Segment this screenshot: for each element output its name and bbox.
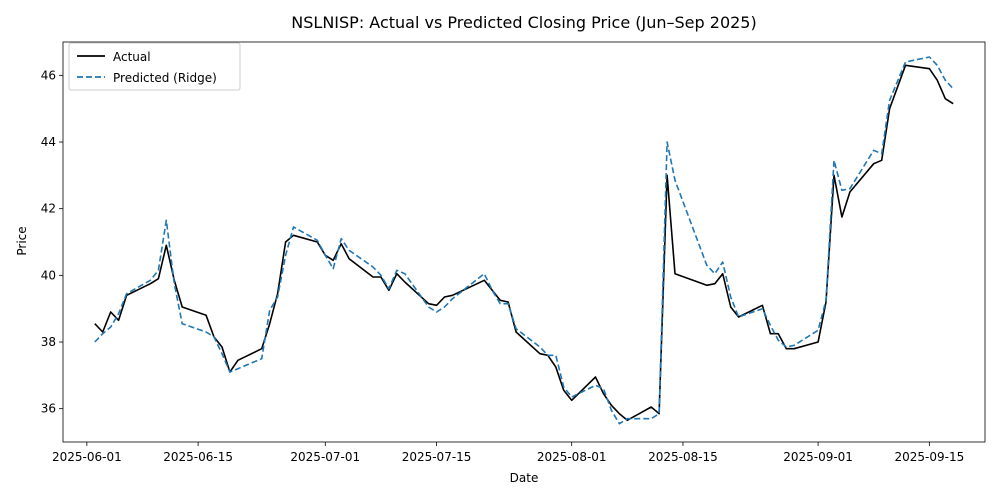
x-tick-label: 2025-09-15 <box>894 450 964 464</box>
legend-actual-label: Actual <box>113 50 151 64</box>
y-tick-label: 42 <box>41 202 56 216</box>
y-tick-label: 36 <box>41 402 56 416</box>
legend-box <box>68 42 241 91</box>
predicted-series-line <box>94 56 954 425</box>
actual-series-line <box>94 64 954 422</box>
legend: Actual Predicted (Ridge) <box>68 42 241 91</box>
series-layer <box>94 56 954 425</box>
x-tick-label: 2025-07-01 <box>290 450 360 464</box>
x-axis-label: Date <box>510 471 539 485</box>
legend-predicted-label: Predicted (Ridge) <box>113 71 217 85</box>
y-tick-label: 46 <box>41 68 56 82</box>
y-tick-label: 38 <box>41 335 56 349</box>
x-tick-label: 2025-07-15 <box>402 450 472 464</box>
y-tick-label: 40 <box>41 268 56 282</box>
x-axis: 2025-06-01 2025-06-15 2025-07-01 2025-07-15… <box>52 442 964 464</box>
y-axis: 36 38 40 42 44 46 <box>41 68 63 416</box>
chart-title: NSLNISP: Actual vs Predicted Closing Pri… <box>291 13 756 32</box>
x-tick-label: 2025-09-01 <box>783 450 853 464</box>
x-tick-label: 2025-06-15 <box>163 450 233 464</box>
y-tick-label: 44 <box>41 135 56 149</box>
y-axis-label: Price <box>15 226 29 255</box>
plot-frame <box>62 41 986 443</box>
x-tick-label: 2025-06-01 <box>52 450 122 464</box>
x-tick-label: 2025-08-15 <box>648 450 718 464</box>
x-tick-label: 2025-08-01 <box>537 450 607 464</box>
